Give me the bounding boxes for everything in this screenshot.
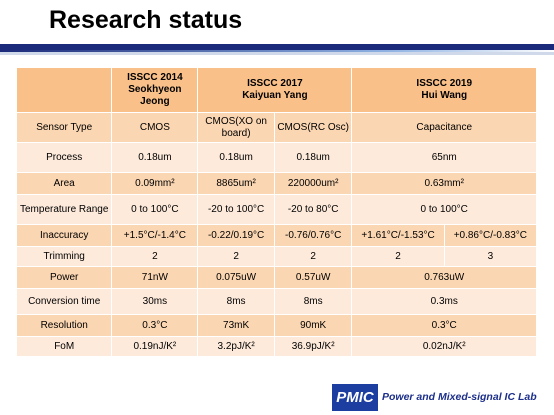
pmic-logo-mark: PMIC xyxy=(332,384,378,411)
row-label: Power xyxy=(15,266,113,289)
row-label: Inaccuracy xyxy=(15,224,113,247)
row-label: Process xyxy=(15,142,113,173)
table-row: Inaccuracy +1.5°C/-1.4°C -0.22/0.19°C -0… xyxy=(15,224,538,247)
table-cell: +1.61°C/-1.53°C xyxy=(351,224,445,247)
table-cell: 8865um² xyxy=(197,172,275,195)
title-underline-bar xyxy=(0,44,554,66)
lab-name: Power and Mixed-signal IC Lab xyxy=(382,391,537,403)
table-row: Conversion time 30ms 8ms 8ms 0.3ms xyxy=(15,288,537,315)
row-label: Sensor Type xyxy=(15,112,113,143)
table-cell: 3 xyxy=(443,246,538,267)
table-row: Trimming 2 2 2 2 3 xyxy=(15,246,538,267)
table-cell: 2 xyxy=(351,246,445,267)
table-cell: 0.18um xyxy=(273,142,353,173)
table-cell: CMOS(XO on board) xyxy=(197,112,275,143)
row-label: Conversion time xyxy=(15,288,113,315)
table-cell: +0.86°C/-0.83°C xyxy=(443,224,538,247)
table-cell: 3.2pJ/K² xyxy=(197,336,275,357)
table-cell: 0.18um xyxy=(111,142,199,173)
table-cell: 0.3ms xyxy=(351,288,537,315)
row-label: FoM xyxy=(15,336,113,357)
table-row: Resolution 0.3°C 73mK 90mK 0.3°C xyxy=(15,314,537,337)
comparison-table: ISSCC 2014 Seokhyeon Jeong ISSCC 2017 Kaiyu… xyxy=(15,67,538,357)
table-cell: 30ms xyxy=(111,288,199,315)
row-label: Area xyxy=(15,172,113,195)
header-isscc-2019: ISSCC 2019 Hui Wang xyxy=(351,67,537,113)
table-header-row: ISSCC 2014 Seokhyeon Jeong ISSCC 2017 Kaiyu… xyxy=(15,67,537,113)
table-cell: Capacitance xyxy=(351,112,537,143)
table-row: Temperature Range 0 to 100°C -20 to 100°… xyxy=(15,194,537,225)
table-cell: 0.57uW xyxy=(273,266,353,289)
table-cell: 71nW xyxy=(111,266,199,289)
lab-logo: PMIC Power and Mixed-signal IC Lab xyxy=(332,384,552,411)
header-isscc-2014: ISSCC 2014 Seokhyeon Jeong xyxy=(111,67,199,113)
table-cell: 90mK xyxy=(273,314,353,337)
table-cell: 0.09mm² xyxy=(111,172,199,195)
table-cell: 73mK xyxy=(197,314,275,337)
table-cell: CMOS xyxy=(111,112,199,143)
table-cell: 8ms xyxy=(197,288,275,315)
table-row: Process 0.18um 0.18um 0.18um 65nm xyxy=(15,142,537,173)
row-label: Resolution xyxy=(15,314,113,337)
table-row: Power 71nW 0.075uW 0.57uW 0.763uW xyxy=(15,266,537,289)
table-cell: 0.3°C xyxy=(111,314,199,337)
table-cell: +1.5°C/-1.4°C xyxy=(111,224,199,247)
table-cell: 0.18um xyxy=(197,142,275,173)
table-cell: 0.763uW xyxy=(351,266,537,289)
header-corner-cell xyxy=(15,67,113,113)
table-cell: 0 to 100°C xyxy=(111,194,199,225)
table-cell: -20 to 80°C xyxy=(273,194,353,225)
table-cell: CMOS(RC Osc) xyxy=(273,112,353,143)
table-cell: 220000um² xyxy=(273,172,353,195)
row-label: Trimming xyxy=(15,246,113,267)
table-cell: 8ms xyxy=(273,288,353,315)
table-cell: 0.3°C xyxy=(351,314,537,337)
table-cell: -0.76/0.76°C xyxy=(273,224,353,247)
slide-title: Research status xyxy=(49,6,243,34)
row-label: Temperature Range xyxy=(15,194,113,225)
table-row: Area 0.09mm² 8865um² 220000um² 0.63mm² xyxy=(15,172,537,195)
table-cell: -0.22/0.19°C xyxy=(197,224,275,247)
table-cell: 0.02nJ/K² xyxy=(351,336,537,357)
table-cell: 36.9pJ/K² xyxy=(273,336,353,357)
table-cell: 0.63mm² xyxy=(351,172,537,195)
header-isscc-2017: ISSCC 2017 Kaiyuan Yang xyxy=(197,67,353,113)
table-cell: 2 xyxy=(273,246,353,267)
table-row: FoM 0.19nJ/K² 3.2pJ/K² 36.9pJ/K² 0.02nJ/… xyxy=(15,336,537,357)
table-cell: 0 to 100°C xyxy=(351,194,537,225)
table-cell: -20 to 100°C xyxy=(197,194,275,225)
table-row: Sensor Type CMOS CMOS(XO on board) CMOS(… xyxy=(15,112,537,143)
table-cell: 65nm xyxy=(351,142,537,173)
table-cell: 0.075uW xyxy=(197,266,275,289)
table-cell: 2 xyxy=(111,246,199,267)
table-cell: 2 xyxy=(197,246,275,267)
table-cell: 0.19nJ/K² xyxy=(111,336,199,357)
